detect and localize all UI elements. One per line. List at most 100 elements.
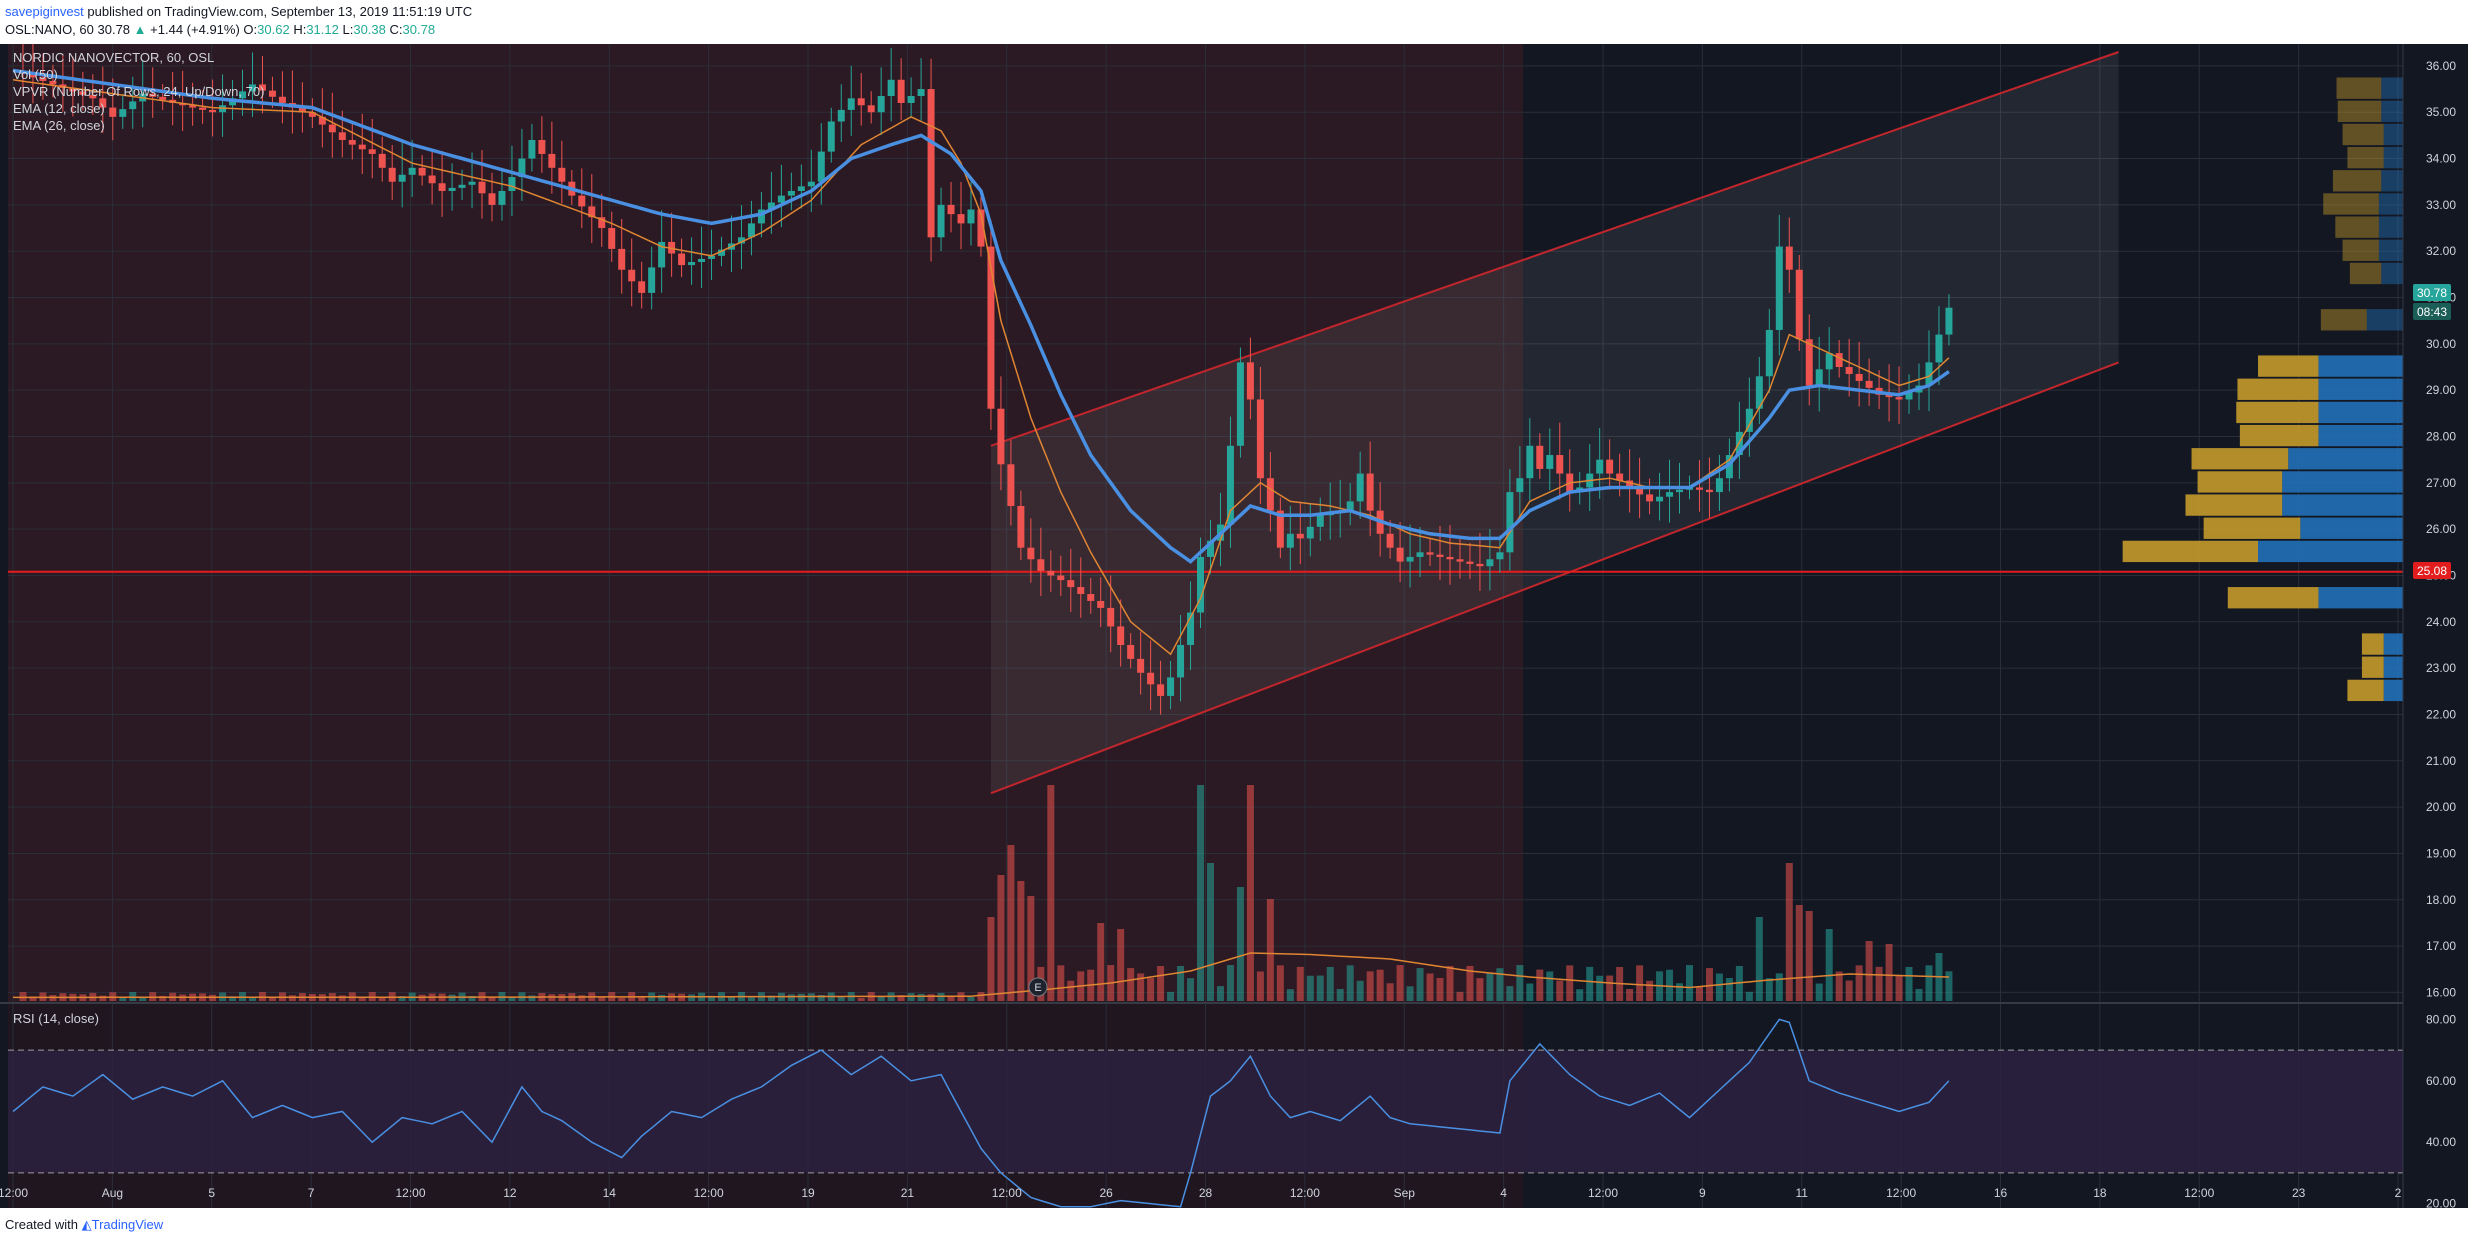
last-price-tag-box [2413,284,2451,301]
candle-body [428,175,436,184]
candle-body [1107,607,1115,627]
ema26-line [12,68,1950,564]
volume-bar [1745,991,1753,1001]
created-with-text: Created with [5,1217,78,1232]
volume-bar [688,994,696,1001]
candle-body [817,151,825,182]
volume-bar [468,996,476,1001]
volume-bar [997,875,1005,1001]
high-value: 31.12 [306,22,339,37]
tradingview-link[interactable]: TradingView [91,1217,164,1232]
candle-body [708,255,716,259]
channel-bottom-line[interactable] [990,361,2119,795]
candle-body [987,246,995,409]
vpvr-up-bar [2378,239,2403,261]
legend-ema26[interactable]: EMA (26, close) [13,118,105,133]
earnings-marker[interactable]: E [1028,977,1048,997]
vpvr-down-bar [2185,494,2283,516]
volume-bar [797,993,805,1001]
vpvr-up-bar [2318,378,2403,400]
vpvr-down-bar [2197,471,2283,493]
candle-body [1496,552,1504,560]
legend-title[interactable]: NORDIC NANOVECTOR, 60, OSL [13,50,215,65]
support-tag-box [2413,562,2451,579]
volume-bar [19,992,27,1001]
rsi-tick-label: 20.00 [2426,1197,2456,1208]
candle-body [1446,556,1454,560]
candle-body [1795,269,1803,340]
candle-body [1865,380,1873,388]
vpvr-down-bar [2347,679,2384,702]
vpvr-up-bar [2282,471,2403,493]
last-price: 30.78 [97,22,131,37]
candle-body [1506,492,1514,553]
vpvr-up-bar [2318,401,2403,424]
price-axis[interactable]: 36.0035.0034.0033.0032.0031.0030.0029.00… [2426,59,2456,1000]
vpvr-up-bar [2300,517,2403,539]
volume-bar [1117,929,1125,1001]
volume-bar [1755,917,1763,1001]
candle-body [927,89,935,238]
candle-body [1646,494,1654,502]
time-axis[interactable]: 12:00 Aug 5 7 12:00 12 14 12:00 19 21 12:00 26 28 12:… [0,1186,2402,1200]
volume-bar [1366,971,1374,1001]
candle-body [917,89,925,97]
candle-body [1426,552,1434,555]
candle-body [199,107,207,110]
candle-body [119,109,127,117]
candle-body [877,96,885,113]
countdown-tag-box [2413,303,2451,320]
volume-bar [1566,965,1574,1001]
volume-bar [29,996,37,1001]
time-tick-label: 16 [1994,1186,2008,1200]
volume-bar [1027,896,1035,1001]
vpvr-down-bar [2361,633,2384,655]
volume-bar [897,995,905,1001]
price-tick-label: 33.00 [2426,198,2456,212]
time-tick-label: 26 [1099,1186,1113,1200]
price-tick-label: 28.00 [2426,430,2456,444]
candle-body [79,91,87,95]
price-tick-label: 21.00 [2426,754,2456,768]
legend-vpvr[interactable]: VPVR (Number Of Rows, 24, Up/Down, 70) [13,84,265,99]
candle-body [1137,658,1145,673]
rsi-axis[interactable]: 80.00 60.00 40.00 20.00 [2426,1012,2456,1208]
time-tick-label: Sep [1394,1186,1416,1200]
chart-canvas[interactable]: 36.0035.0034.0033.0032.0031.0030.0029.00… [0,44,2468,1208]
candle-body [1606,459,1614,474]
volume-bar [1426,973,1434,1001]
candle-body [1676,489,1684,493]
candle-body [338,132,346,141]
volume-bar [1346,965,1354,1001]
symbol-text: OSL:NANO, 60 [5,22,94,37]
legend-rsi[interactable]: RSI (14, close) [13,1011,99,1026]
volume-bar [1516,965,1524,1001]
ema12-line [12,79,1950,656]
candle-body [737,237,745,244]
volume-bar [1885,944,1893,1001]
candle-body [398,174,406,182]
volume-bar [1336,988,1344,1001]
candle-body [1356,473,1364,502]
time-tick-label: Aug [102,1186,123,1200]
last-price-tag-text: 30.78 [2417,286,2447,300]
vpvr-down-bar [2335,216,2379,238]
candle-body [777,195,785,203]
volume-bar [658,994,666,1001]
earnings-marker-letter: E [1034,982,1041,994]
channel-top-line[interactable] [990,51,2119,447]
volume-bar [1855,965,1863,1001]
author-link[interactable]: savepiginvest [5,4,84,19]
legend-volume[interactable]: Vol (50) [13,67,58,82]
volume-bar [1097,923,1105,1001]
candle-body [1885,394,1893,398]
volume-bar [129,992,137,1001]
vpvr-up-bar [2381,77,2403,99]
volume-bar [1416,968,1424,1001]
open-label: O: [243,22,258,37]
volume-bar [837,996,845,1001]
candle-body [1666,492,1674,497]
volume-bar [1526,983,1534,1001]
legend-ema12[interactable]: EMA (12, close) [13,101,105,116]
candle-body [1386,533,1394,548]
